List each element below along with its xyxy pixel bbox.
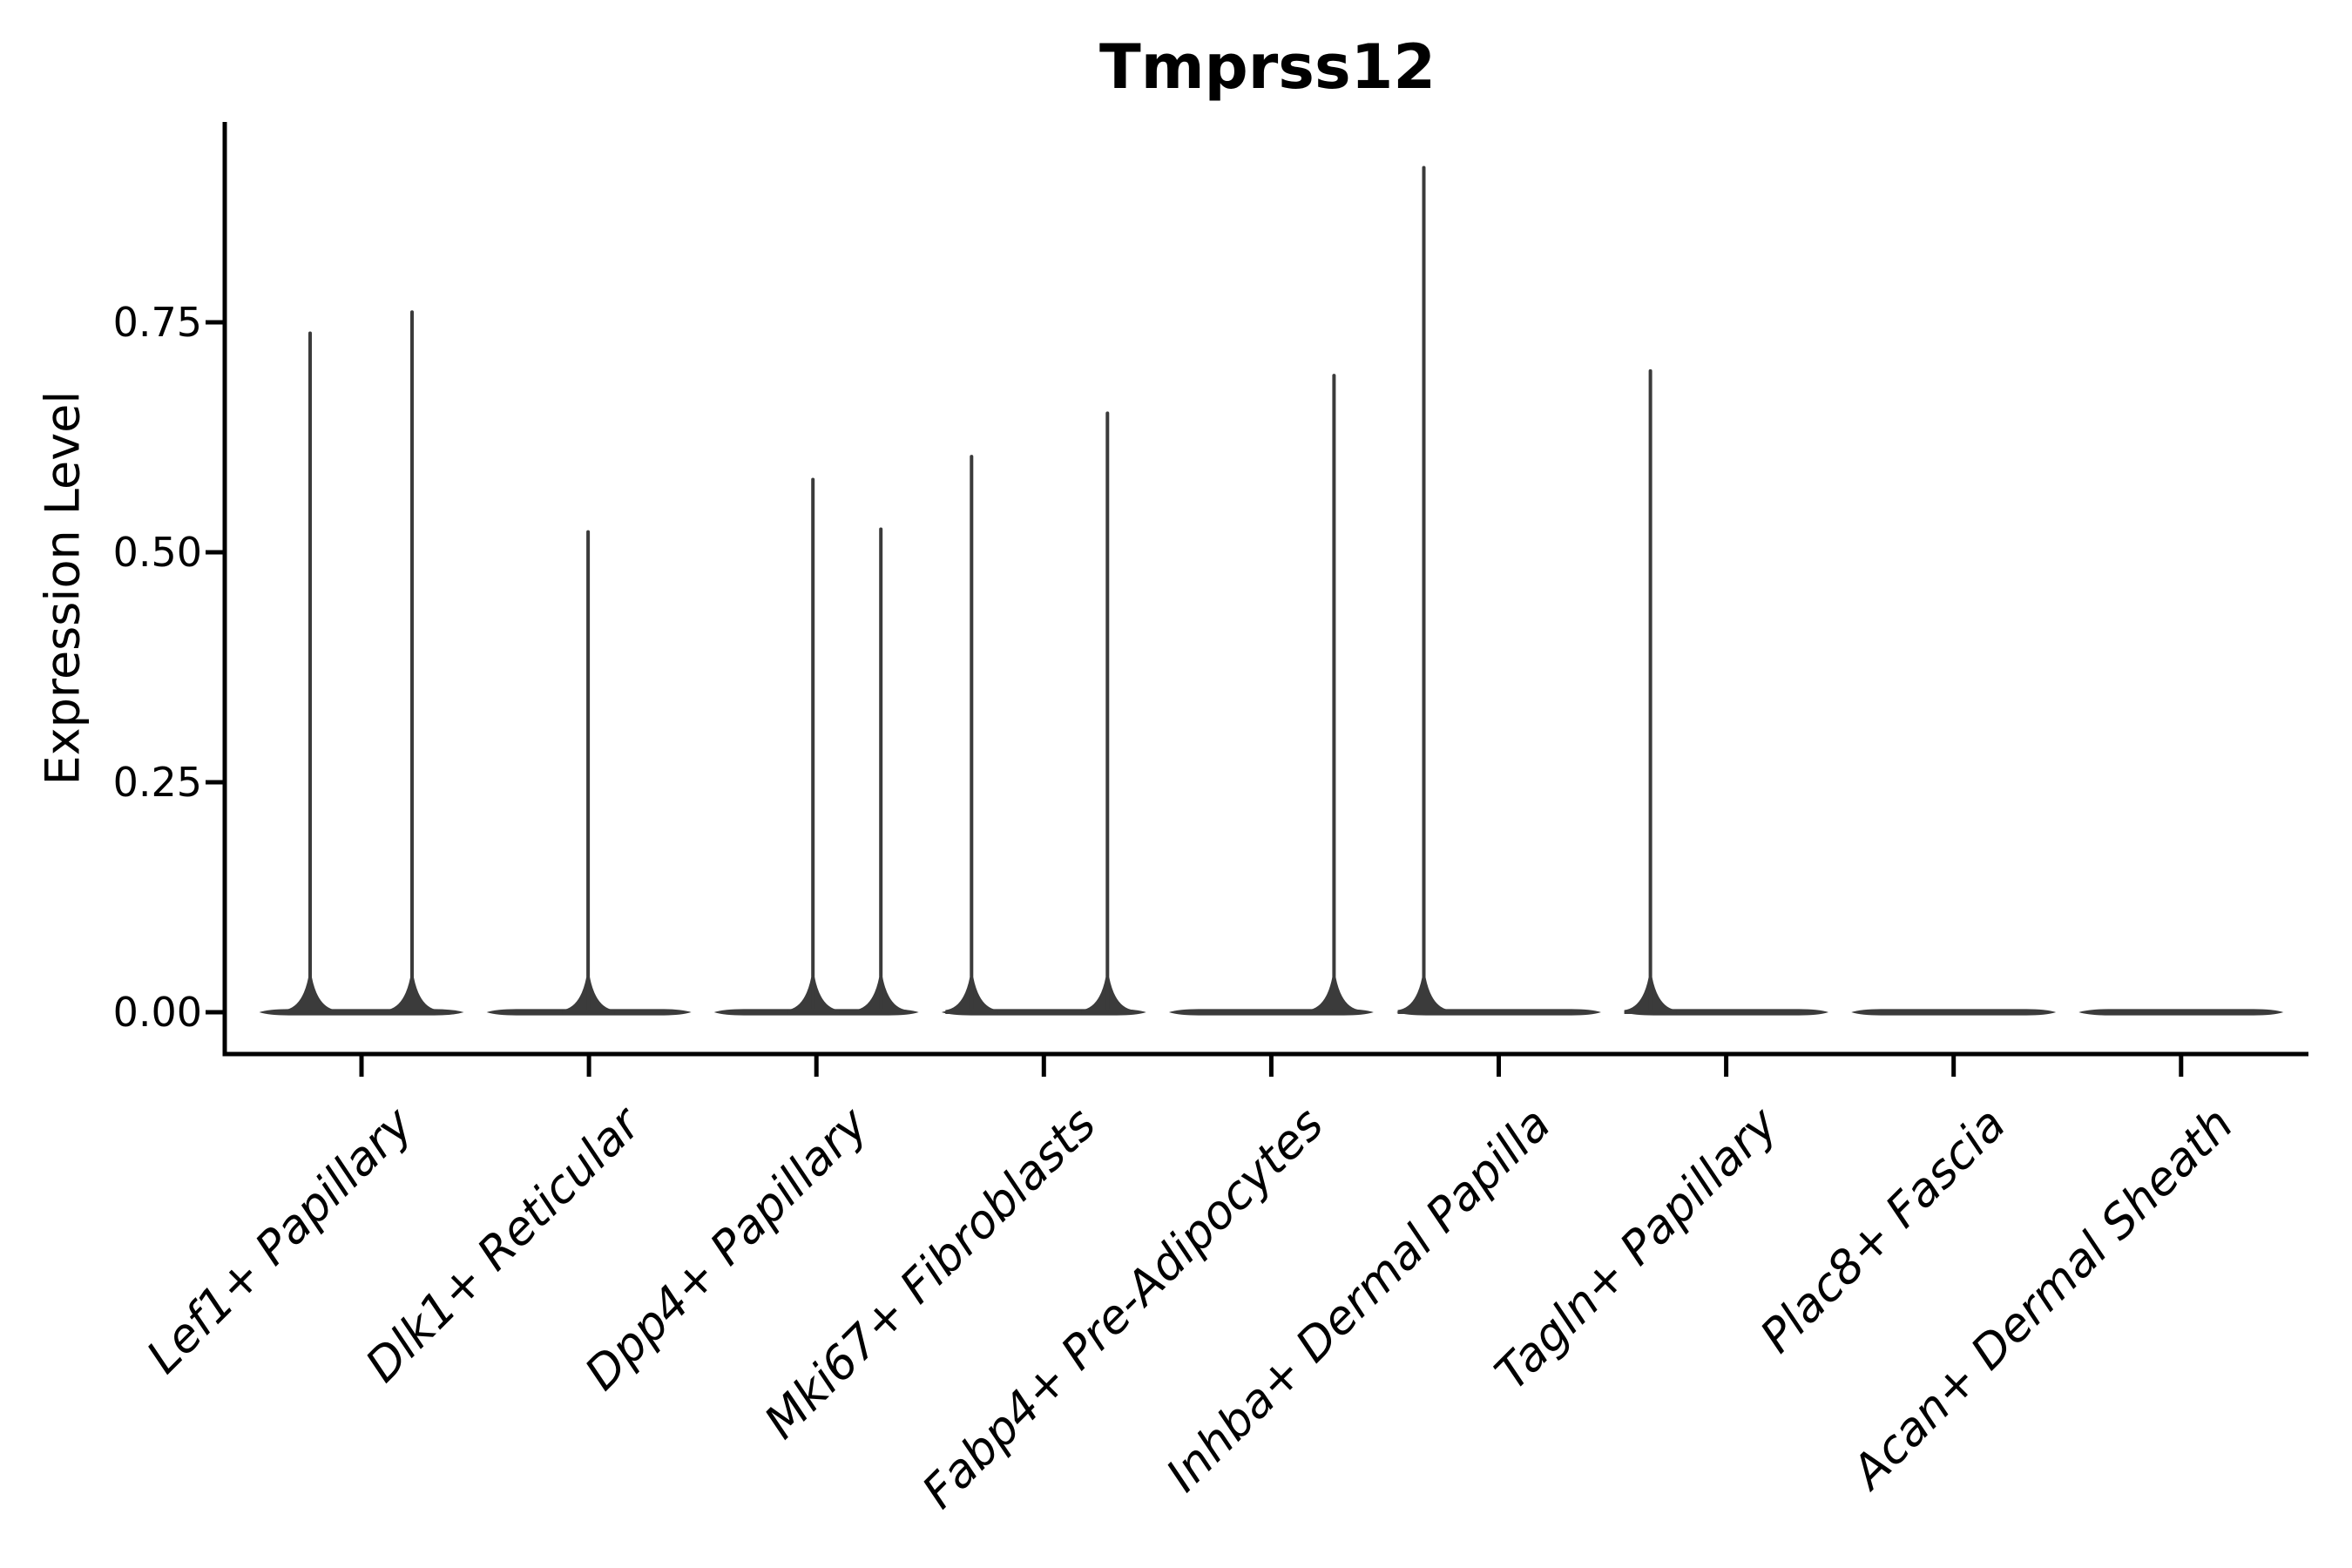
- violin-baseline: [1851, 1009, 2057, 1016]
- y-tick-label: 0.00: [112, 989, 202, 1036]
- y-axis-label: Expression Level: [35, 390, 91, 786]
- chart-title: Tmprss12: [1098, 31, 1436, 103]
- violin-baseline: [2078, 1009, 2284, 1016]
- y-tick-label: 0.50: [112, 529, 202, 576]
- y-tick-label: 0.75: [112, 299, 202, 346]
- y-tick-label: 0.25: [112, 759, 202, 806]
